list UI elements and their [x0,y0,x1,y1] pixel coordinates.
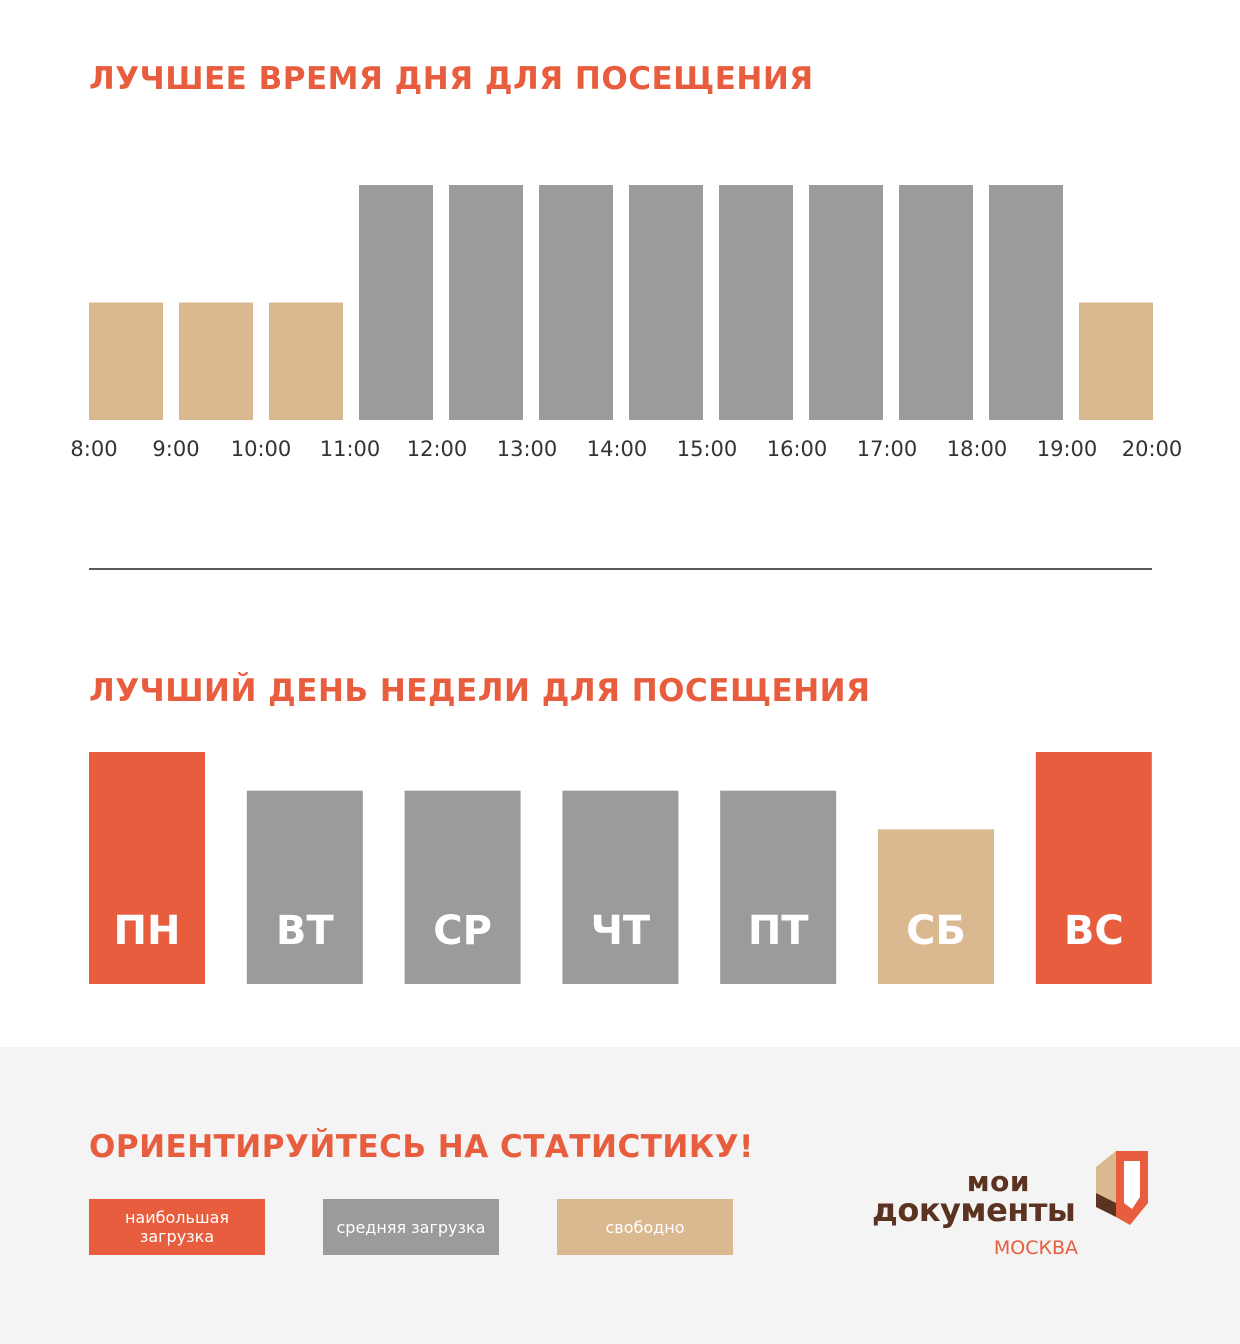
hour-bar-1400 [629,185,703,420]
hour-tick-label: 20:00 [1122,437,1183,461]
hour-bar-1100 [359,185,433,420]
logo-line1: мои [966,1165,1030,1198]
hour-bar-1800 [989,185,1063,420]
hour-bar-1500 [719,185,793,420]
logo-mark-icon [1096,1151,1148,1225]
weekday-label: ВС [1064,908,1124,954]
legend-medium-load: средняя загрузка [323,1199,499,1255]
footer-panel [0,1047,1240,1344]
weekday-bar [562,790,679,984]
hour-bar-1600 [809,185,883,420]
hour-tick-label: 10:00 [231,437,292,461]
weekday-label: СР [433,908,492,954]
weekday-label: СБ [906,908,966,954]
weekday-bar [878,829,994,984]
hour-bar-1200 [449,185,523,420]
weekday-label: ЧТ [591,908,651,954]
hour-bar-1700 [899,185,973,420]
hour-bar-800 [89,302,163,420]
hour-tick-label: 9:00 [152,437,199,461]
weekday-bar [1035,752,1152,984]
hour-tick-label: 8:00 [70,437,117,461]
weekday-bar [720,790,837,984]
hour-tick-label: 17:00 [857,437,918,461]
legend-free-label: свободно [605,1217,685,1237]
hour-tick-label: 14:00 [587,437,648,461]
hour-tick-label: 16:00 [767,437,828,461]
footer-title: ОРИЕНТИРУЙТЕСЬ НА СТАТИСТИКУ! [89,1129,754,1165]
section-divider [89,568,1152,570]
legend-free: свободно [557,1199,733,1255]
weekday-label: ПТ [748,908,809,954]
hour-tick-label: 12:00 [407,437,468,461]
hour-bar-1000 [269,302,343,420]
weekday-label: ВТ [276,908,334,954]
legend-medium-load-label: средняя загрузка [336,1217,486,1237]
weekdays-chart-title: ЛУЧШИЙ ДЕНЬ НЕДЕЛИ ДЛЯ ПОСЕЩЕНИЯ [89,673,871,709]
weekday-label: ПН [114,908,181,954]
hour-bar-1900 [1079,302,1153,420]
hour-tick-label: 11:00 [320,437,381,461]
moi-dokumenty-logo: мои документы МОСКВА [870,1145,1170,1265]
hours-chart-title: ЛУЧШЕЕ ВРЕМЯ ДНЯ ДЛЯ ПОСЕЩЕНИЯ [89,61,814,97]
legend-high-load: наибольшая загрузка [89,1199,265,1255]
weekdays-chart: ПН ВТ СР ЧТ ПТ СБ ВС [89,752,1152,984]
hour-tick-label: 15:00 [677,437,738,461]
hour-bar-1300 [539,185,613,420]
weekday-bar [89,752,205,984]
hour-tick-label: 13:00 [497,437,558,461]
logo-line2: документы [872,1191,1076,1229]
hours-chart: 8:00 9:00 10:00 11:00 12:00 13:00 14:00 15:00 16… [70,185,1183,461]
hour-tick-label: 19:00 [1037,437,1098,461]
hour-bar-900 [179,302,253,420]
weekday-bar [404,790,521,984]
weekday-bar [246,790,363,984]
logo-city: МОСКВА [993,1237,1078,1259]
hour-tick-label: 18:00 [947,437,1008,461]
legend-high-load-label: наибольшая загрузка [124,1208,230,1246]
